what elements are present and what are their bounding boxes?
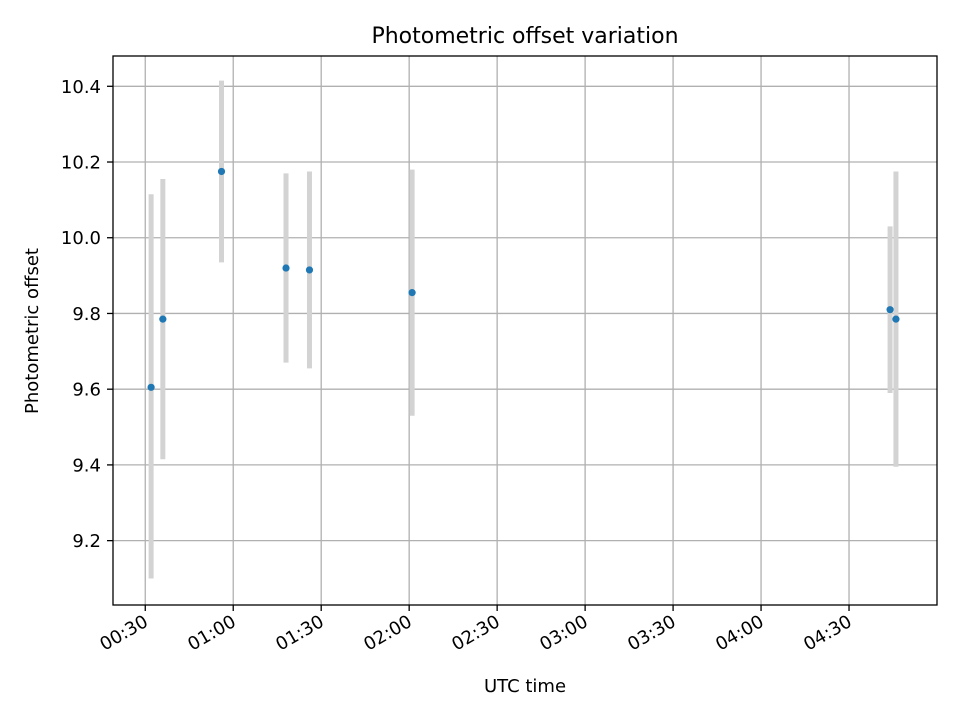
data-point [159, 315, 167, 323]
data-point [282, 264, 290, 272]
grid [113, 56, 937, 605]
data-points [147, 167, 900, 391]
x-axis-label: UTC time [484, 676, 566, 697]
plot-frame [112, 55, 938, 606]
data-point [892, 315, 900, 323]
data-point [217, 167, 226, 176]
chart-title: Photometric offset variation [371, 24, 678, 49]
y-tick-label: 9.8 [72, 304, 101, 325]
y-axis-label: Photometric offset [22, 248, 43, 414]
y-tick-label: 10.0 [61, 228, 101, 249]
data-point [147, 383, 155, 391]
data-point [305, 266, 314, 274]
y-tick-label: 10.2 [61, 153, 101, 174]
y-tick-label: 9.4 [72, 455, 101, 476]
y-axis-ticks: 9.2 9.4 9.6 9.8 10.0 10.2 10.4 [61, 77, 113, 552]
y-tick-label: 9.2 [72, 531, 101, 552]
data-point [408, 289, 416, 297]
data-point [886, 306, 894, 314]
y-tick-label: 10.4 [61, 77, 101, 98]
y-tick-label: 9.6 [72, 380, 101, 401]
